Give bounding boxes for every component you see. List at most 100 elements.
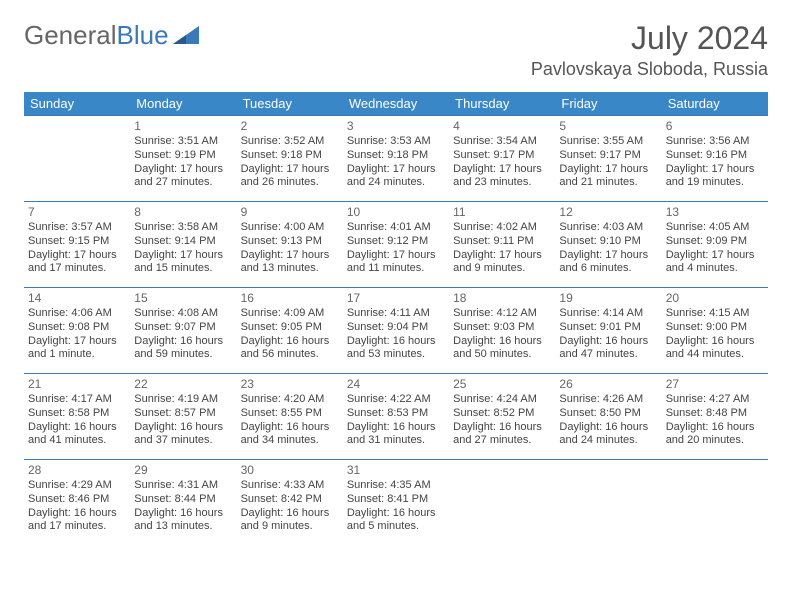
- day-number: 29: [134, 463, 232, 478]
- daylight-text: Daylight: 17 hours and 24 minutes.: [347, 163, 445, 191]
- calendar-day-cell: 17Sunrise: 4:11 AMSunset: 9:04 PMDayligh…: [343, 288, 449, 374]
- daylight-text: Daylight: 17 hours and 4 minutes.: [666, 249, 764, 277]
- sunrise-text: Sunrise: 3:54 AM: [453, 135, 551, 149]
- calendar-table: Sunday Monday Tuesday Wednesday Thursday…: [24, 92, 768, 546]
- sunrise-text: Sunrise: 4:06 AM: [28, 307, 126, 321]
- day-number: 24: [347, 377, 445, 392]
- calendar-day-cell: 24Sunrise: 4:22 AMSunset: 8:53 PMDayligh…: [343, 374, 449, 460]
- daylight-text: Daylight: 16 hours and 20 minutes.: [666, 421, 764, 449]
- weekday-header: Friday: [555, 92, 661, 116]
- sunset-text: Sunset: 9:15 PM: [28, 235, 126, 249]
- sunrise-text: Sunrise: 4:15 AM: [666, 307, 764, 321]
- calendar-day-cell: 30Sunrise: 4:33 AMSunset: 8:42 PMDayligh…: [237, 460, 343, 546]
- sunrise-text: Sunrise: 4:03 AM: [559, 221, 657, 235]
- day-number: 14: [28, 291, 126, 306]
- daylight-text: Daylight: 17 hours and 19 minutes.: [666, 163, 764, 191]
- calendar-day-cell: 19Sunrise: 4:14 AMSunset: 9:01 PMDayligh…: [555, 288, 661, 374]
- day-number: 4: [453, 119, 551, 134]
- day-number: 22: [134, 377, 232, 392]
- day-number: 21: [28, 377, 126, 392]
- sunrise-text: Sunrise: 4:01 AM: [347, 221, 445, 235]
- day-number: 27: [666, 377, 764, 392]
- calendar-day-cell: 23Sunrise: 4:20 AMSunset: 8:55 PMDayligh…: [237, 374, 343, 460]
- weekday-header: Saturday: [662, 92, 768, 116]
- sunrise-text: Sunrise: 4:22 AM: [347, 393, 445, 407]
- sunset-text: Sunset: 9:16 PM: [666, 149, 764, 163]
- title-block: July 2024 Pavlovskaya Sloboda, Russia: [531, 20, 768, 80]
- calendar-day-cell: 12Sunrise: 4:03 AMSunset: 9:10 PMDayligh…: [555, 202, 661, 288]
- sunrise-text: Sunrise: 4:14 AM: [559, 307, 657, 321]
- sunrise-text: Sunrise: 4:09 AM: [241, 307, 339, 321]
- sunset-text: Sunset: 9:09 PM: [666, 235, 764, 249]
- sunset-text: Sunset: 9:10 PM: [559, 235, 657, 249]
- daylight-text: Daylight: 17 hours and 9 minutes.: [453, 249, 551, 277]
- sunrise-text: Sunrise: 3:55 AM: [559, 135, 657, 149]
- weekday-header: Sunday: [24, 92, 130, 116]
- sunrise-text: Sunrise: 4:26 AM: [559, 393, 657, 407]
- sunset-text: Sunset: 9:18 PM: [241, 149, 339, 163]
- logo-triangle-icon: [173, 26, 199, 46]
- daylight-text: Daylight: 16 hours and 59 minutes.: [134, 335, 232, 363]
- daylight-text: Daylight: 16 hours and 17 minutes.: [28, 507, 126, 535]
- sunset-text: Sunset: 8:53 PM: [347, 407, 445, 421]
- calendar-day-cell: [662, 460, 768, 546]
- day-number: 6: [666, 119, 764, 134]
- day-number: 11: [453, 205, 551, 220]
- daylight-text: Daylight: 16 hours and 44 minutes.: [666, 335, 764, 363]
- sunset-text: Sunset: 9:07 PM: [134, 321, 232, 335]
- calendar-day-cell: 14Sunrise: 4:06 AMSunset: 9:08 PMDayligh…: [24, 288, 130, 374]
- sunset-text: Sunset: 8:57 PM: [134, 407, 232, 421]
- calendar-day-cell: 16Sunrise: 4:09 AMSunset: 9:05 PMDayligh…: [237, 288, 343, 374]
- day-number: 17: [347, 291, 445, 306]
- sunrise-text: Sunrise: 3:56 AM: [666, 135, 764, 149]
- sunrise-text: Sunrise: 4:24 AM: [453, 393, 551, 407]
- day-number: 19: [559, 291, 657, 306]
- sunset-text: Sunset: 8:58 PM: [28, 407, 126, 421]
- calendar-day-cell: 29Sunrise: 4:31 AMSunset: 8:44 PMDayligh…: [130, 460, 236, 546]
- weekday-header: Thursday: [449, 92, 555, 116]
- daylight-text: Daylight: 17 hours and 6 minutes.: [559, 249, 657, 277]
- sunset-text: Sunset: 9:04 PM: [347, 321, 445, 335]
- calendar-day-cell: [449, 460, 555, 546]
- sunset-text: Sunset: 9:08 PM: [28, 321, 126, 335]
- sunset-text: Sunset: 9:00 PM: [666, 321, 764, 335]
- day-number: 3: [347, 119, 445, 134]
- calendar-day-cell: 11Sunrise: 4:02 AMSunset: 9:11 PMDayligh…: [449, 202, 555, 288]
- logo-word1: General: [24, 20, 117, 51]
- sunset-text: Sunset: 9:19 PM: [134, 149, 232, 163]
- day-number: 16: [241, 291, 339, 306]
- daylight-text: Daylight: 16 hours and 37 minutes.: [134, 421, 232, 449]
- sunset-text: Sunset: 9:17 PM: [453, 149, 551, 163]
- daylight-text: Daylight: 17 hours and 17 minutes.: [28, 249, 126, 277]
- daylight-text: Daylight: 16 hours and 34 minutes.: [241, 421, 339, 449]
- daylight-text: Daylight: 17 hours and 13 minutes.: [241, 249, 339, 277]
- calendar-day-cell: 18Sunrise: 4:12 AMSunset: 9:03 PMDayligh…: [449, 288, 555, 374]
- sunset-text: Sunset: 9:03 PM: [453, 321, 551, 335]
- sunset-text: Sunset: 9:01 PM: [559, 321, 657, 335]
- daylight-text: Daylight: 16 hours and 13 minutes.: [134, 507, 232, 535]
- location: Pavlovskaya Sloboda, Russia: [531, 59, 768, 80]
- sunset-text: Sunset: 9:12 PM: [347, 235, 445, 249]
- sunrise-text: Sunrise: 4:05 AM: [666, 221, 764, 235]
- sunrise-text: Sunrise: 3:58 AM: [134, 221, 232, 235]
- day-number: 18: [453, 291, 551, 306]
- daylight-text: Daylight: 16 hours and 5 minutes.: [347, 507, 445, 535]
- sunset-text: Sunset: 9:13 PM: [241, 235, 339, 249]
- sunrise-text: Sunrise: 3:57 AM: [28, 221, 126, 235]
- daylight-text: Daylight: 16 hours and 41 minutes.: [28, 421, 126, 449]
- calendar-day-cell: 15Sunrise: 4:08 AMSunset: 9:07 PMDayligh…: [130, 288, 236, 374]
- sunrise-text: Sunrise: 4:27 AM: [666, 393, 764, 407]
- sunrise-text: Sunrise: 4:35 AM: [347, 479, 445, 493]
- daylight-text: Daylight: 16 hours and 50 minutes.: [453, 335, 551, 363]
- day-number: 26: [559, 377, 657, 392]
- day-number: 20: [666, 291, 764, 306]
- calendar-day-cell: 28Sunrise: 4:29 AMSunset: 8:46 PMDayligh…: [24, 460, 130, 546]
- calendar-day-cell: 26Sunrise: 4:26 AMSunset: 8:50 PMDayligh…: [555, 374, 661, 460]
- sunrise-text: Sunrise: 4:20 AM: [241, 393, 339, 407]
- calendar-day-cell: 10Sunrise: 4:01 AMSunset: 9:12 PMDayligh…: [343, 202, 449, 288]
- sunset-text: Sunset: 8:41 PM: [347, 493, 445, 507]
- sunset-text: Sunset: 8:46 PM: [28, 493, 126, 507]
- calendar-day-cell: 22Sunrise: 4:19 AMSunset: 8:57 PMDayligh…: [130, 374, 236, 460]
- sunset-text: Sunset: 8:44 PM: [134, 493, 232, 507]
- calendar-day-cell: [555, 460, 661, 546]
